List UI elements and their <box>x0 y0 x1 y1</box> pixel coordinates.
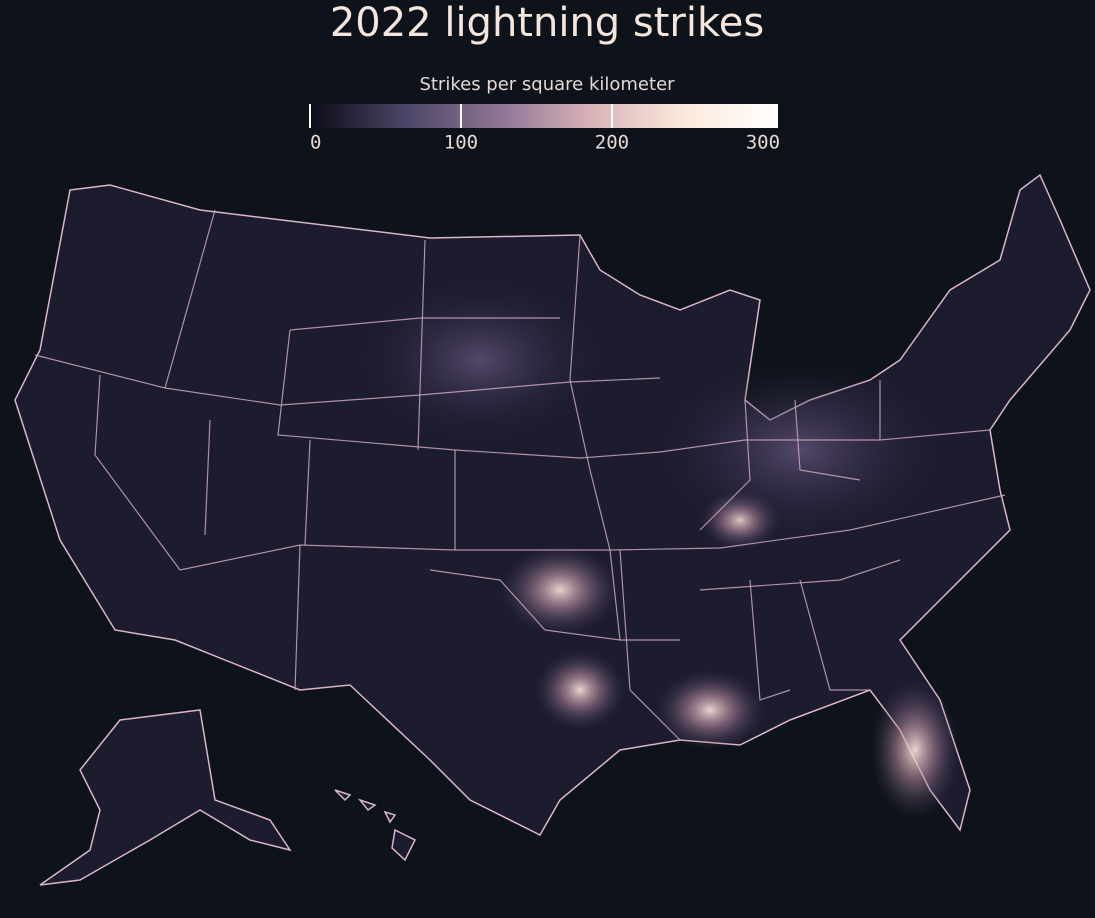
legend: 0 100 200 300 <box>309 104 780 154</box>
tick-label: 300 <box>746 132 780 154</box>
conus-outline <box>14 173 1091 836</box>
heat-area <box>360 280 600 440</box>
state-borders <box>34 209 1006 741</box>
color-bar <box>310 104 778 128</box>
heat-area <box>500 545 620 635</box>
legend-label: Strikes per square kilometer <box>419 74 675 95</box>
heat-area <box>660 360 940 540</box>
heat-area <box>535 650 625 730</box>
map <box>14 173 1091 886</box>
hawaii-outline <box>334 789 417 862</box>
tick-label: 200 <box>595 132 629 154</box>
alaska-outline <box>39 709 292 886</box>
tick-label: 100 <box>444 132 478 154</box>
title: 2022 lightning strikes <box>330 0 764 46</box>
heat-area <box>655 670 765 750</box>
tick-label: 0 <box>310 132 321 154</box>
heat-area <box>870 680 960 820</box>
